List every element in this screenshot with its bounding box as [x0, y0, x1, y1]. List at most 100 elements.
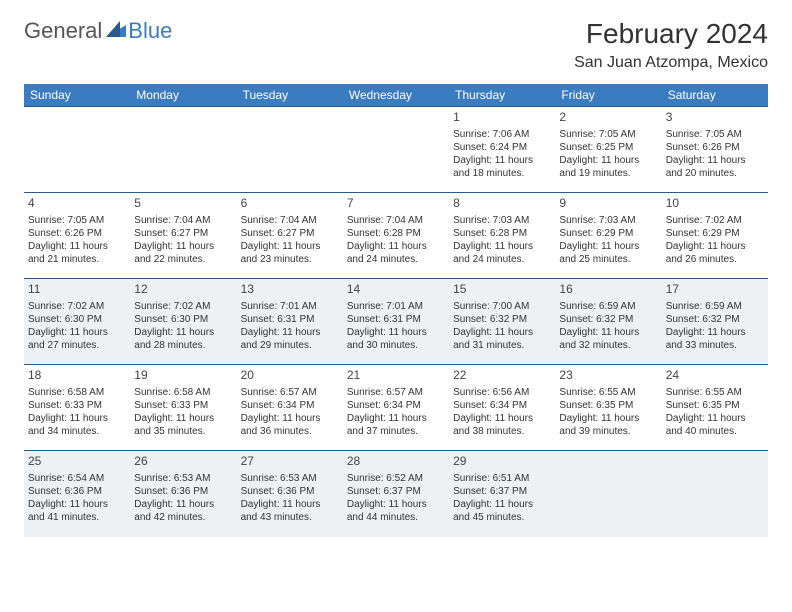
day-header: Sunday: [24, 84, 130, 107]
calendar-day: 11Sunrise: 7:02 AMSunset: 6:30 PMDayligh…: [24, 279, 130, 365]
sunrise-line: Sunrise: 6:53 AM: [241, 472, 339, 485]
calendar-day: 22Sunrise: 6:56 AMSunset: 6:34 PMDayligh…: [449, 365, 555, 451]
sunset-line: Sunset: 6:36 PM: [134, 485, 232, 498]
sunset-line: Sunset: 6:33 PM: [134, 399, 232, 412]
calendar-week: 25Sunrise: 6:54 AMSunset: 6:36 PMDayligh…: [24, 451, 768, 537]
day-number: 4: [28, 196, 126, 212]
daylight-line: Daylight: 11 hours and 34 minutes.: [28, 412, 126, 438]
sunset-line: Sunset: 6:27 PM: [134, 227, 232, 240]
daylight-line: Daylight: 11 hours and 30 minutes.: [347, 326, 445, 352]
calendar-day: 5Sunrise: 7:04 AMSunset: 6:27 PMDaylight…: [130, 193, 236, 279]
sunrise-line: Sunrise: 6:57 AM: [241, 386, 339, 399]
sunset-line: Sunset: 6:30 PM: [28, 313, 126, 326]
sunset-line: Sunset: 6:31 PM: [347, 313, 445, 326]
sunset-line: Sunset: 6:26 PM: [28, 227, 126, 240]
calendar-day: 7Sunrise: 7:04 AMSunset: 6:28 PMDaylight…: [343, 193, 449, 279]
sunrise-line: Sunrise: 6:55 AM: [666, 386, 764, 399]
calendar-day: 23Sunrise: 6:55 AMSunset: 6:35 PMDayligh…: [555, 365, 661, 451]
calendar-week: 18Sunrise: 6:58 AMSunset: 6:33 PMDayligh…: [24, 365, 768, 451]
day-number: 6: [241, 196, 339, 212]
day-number: 8: [453, 196, 551, 212]
day-number: 26: [134, 454, 232, 470]
calendar-day: 2Sunrise: 7:05 AMSunset: 6:25 PMDaylight…: [555, 107, 661, 193]
daylight-line: Daylight: 11 hours and 22 minutes.: [134, 240, 232, 266]
day-number: 11: [28, 282, 126, 298]
day-number: 20: [241, 368, 339, 384]
daylight-line: Daylight: 11 hours and 24 minutes.: [347, 240, 445, 266]
calendar-day: 21Sunrise: 6:57 AMSunset: 6:34 PMDayligh…: [343, 365, 449, 451]
calendar-day: 17Sunrise: 6:59 AMSunset: 6:32 PMDayligh…: [662, 279, 768, 365]
daylight-line: Daylight: 11 hours and 41 minutes.: [28, 498, 126, 524]
sunrise-line: Sunrise: 7:03 AM: [559, 214, 657, 227]
daylight-line: Daylight: 11 hours and 25 minutes.: [559, 240, 657, 266]
day-header: Wednesday: [343, 84, 449, 107]
sunrise-line: Sunrise: 7:02 AM: [28, 300, 126, 313]
calendar-day: 28Sunrise: 6:52 AMSunset: 6:37 PMDayligh…: [343, 451, 449, 537]
sunset-line: Sunset: 6:30 PM: [134, 313, 232, 326]
calendar-day: 16Sunrise: 6:59 AMSunset: 6:32 PMDayligh…: [555, 279, 661, 365]
calendar-week: 11Sunrise: 7:02 AMSunset: 6:30 PMDayligh…: [24, 279, 768, 365]
day-number: 10: [666, 196, 764, 212]
daylight-line: Daylight: 11 hours and 39 minutes.: [559, 412, 657, 438]
sunrise-line: Sunrise: 7:01 AM: [241, 300, 339, 313]
day-number: 29: [453, 454, 551, 470]
daylight-line: Daylight: 11 hours and 26 minutes.: [666, 240, 764, 266]
sunset-line: Sunset: 6:29 PM: [559, 227, 657, 240]
daylight-line: Daylight: 11 hours and 31 minutes.: [453, 326, 551, 352]
calendar-day-empty: [24, 107, 130, 193]
calendar-day-empty: [343, 107, 449, 193]
daylight-line: Daylight: 11 hours and 33 minutes.: [666, 326, 764, 352]
calendar-table: SundayMondayTuesdayWednesdayThursdayFrid…: [24, 84, 768, 537]
daylight-line: Daylight: 11 hours and 43 minutes.: [241, 498, 339, 524]
sunset-line: Sunset: 6:32 PM: [559, 313, 657, 326]
day-header: Thursday: [449, 84, 555, 107]
day-header: Monday: [130, 84, 236, 107]
daylight-line: Daylight: 11 hours and 29 minutes.: [241, 326, 339, 352]
day-number: 13: [241, 282, 339, 298]
day-number: 24: [666, 368, 764, 384]
daylight-line: Daylight: 11 hours and 23 minutes.: [241, 240, 339, 266]
logo-text-blue: Blue: [128, 18, 172, 44]
sunrise-line: Sunrise: 7:05 AM: [28, 214, 126, 227]
sunrise-line: Sunrise: 7:02 AM: [134, 300, 232, 313]
sunrise-line: Sunrise: 6:53 AM: [134, 472, 232, 485]
calendar-week: 1Sunrise: 7:06 AMSunset: 6:24 PMDaylight…: [24, 107, 768, 193]
daylight-line: Daylight: 11 hours and 42 minutes.: [134, 498, 232, 524]
daylight-line: Daylight: 11 hours and 38 minutes.: [453, 412, 551, 438]
sunrise-line: Sunrise: 6:58 AM: [28, 386, 126, 399]
sunset-line: Sunset: 6:29 PM: [666, 227, 764, 240]
day-header: Saturday: [662, 84, 768, 107]
day-number: 25: [28, 454, 126, 470]
sunrise-line: Sunrise: 7:06 AM: [453, 128, 551, 141]
daylight-line: Daylight: 11 hours and 45 minutes.: [453, 498, 551, 524]
logo-mark-icon: [106, 21, 126, 42]
logo: General Blue: [24, 18, 172, 44]
sunrise-line: Sunrise: 7:05 AM: [559, 128, 657, 141]
daylight-line: Daylight: 11 hours and 35 minutes.: [134, 412, 232, 438]
day-number: 28: [347, 454, 445, 470]
daylight-line: Daylight: 11 hours and 21 minutes.: [28, 240, 126, 266]
day-number: 23: [559, 368, 657, 384]
sunset-line: Sunset: 6:24 PM: [453, 141, 551, 154]
calendar-day-empty: [555, 451, 661, 537]
calendar-day: 26 Sunrise: 6:53 AMSunset: 6:36 PMDayligh…: [130, 451, 236, 537]
sunrise-line: Sunrise: 7:04 AM: [241, 214, 339, 227]
sunset-line: Sunset: 6:31 PM: [241, 313, 339, 326]
sunrise-line: Sunrise: 6:51 AM: [453, 472, 551, 485]
day-number: 2: [559, 110, 657, 126]
daylight-line: Daylight: 11 hours and 19 minutes.: [559, 154, 657, 180]
calendar-day: 3Sunrise: 7:05 AMSunset: 6:26 PMDaylight…: [662, 107, 768, 193]
daylight-line: Daylight: 11 hours and 44 minutes.: [347, 498, 445, 524]
day-number: 5: [134, 196, 232, 212]
daylight-line: Daylight: 11 hours and 18 minutes.: [453, 154, 551, 180]
daylight-line: Daylight: 11 hours and 37 minutes.: [347, 412, 445, 438]
calendar-day: 27Sunrise: 6:53 AMSunset: 6:36 PMDayligh…: [237, 451, 343, 537]
calendar-day: 10Sunrise: 7:02 AMSunset: 6:29 PMDayligh…: [662, 193, 768, 279]
sunrise-line: Sunrise: 6:54 AM: [28, 472, 126, 485]
sunset-line: Sunset: 6:26 PM: [666, 141, 764, 154]
day-number: 14: [347, 282, 445, 298]
sunset-line: Sunset: 6:36 PM: [28, 485, 126, 498]
calendar-day: 6Sunrise: 7:04 AMSunset: 6:27 PMDaylight…: [237, 193, 343, 279]
daylight-line: Daylight: 11 hours and 36 minutes.: [241, 412, 339, 438]
sunrise-line: Sunrise: 7:01 AM: [347, 300, 445, 313]
